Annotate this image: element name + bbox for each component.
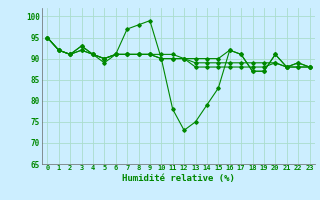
X-axis label: Humidité relative (%): Humidité relative (%)	[122, 174, 235, 183]
